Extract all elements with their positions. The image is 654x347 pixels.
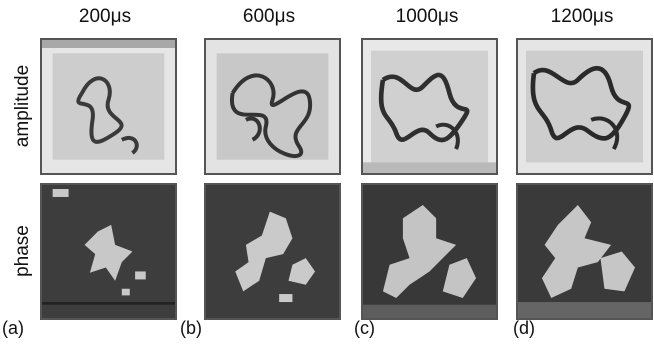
amplitude-panel-b — [204, 38, 341, 175]
panel-label-a: (a) — [2, 318, 24, 338]
column-title-1200us: 1200μs — [550, 6, 614, 27]
column-title-1000us: 1000μs — [395, 6, 459, 27]
phase-panel-b — [204, 183, 341, 320]
row-label-phase: phase — [12, 225, 33, 277]
column-title-600us: 600μs — [242, 6, 296, 27]
phase-panel-d — [516, 183, 653, 320]
panel-label-c: (c) — [354, 318, 375, 338]
phase-panel-c — [361, 183, 498, 320]
column-title-200us: 200μs — [78, 6, 132, 27]
amplitude-panel-d — [516, 38, 653, 175]
panel-label-d: (d) — [513, 318, 535, 338]
phase-panel-a — [40, 183, 177, 320]
panel-label-b: (b) — [180, 318, 202, 338]
amplitude-panel-c — [361, 38, 498, 175]
amplitude-panel-a — [40, 38, 177, 175]
row-label-amplitude: amplitude — [12, 64, 33, 148]
